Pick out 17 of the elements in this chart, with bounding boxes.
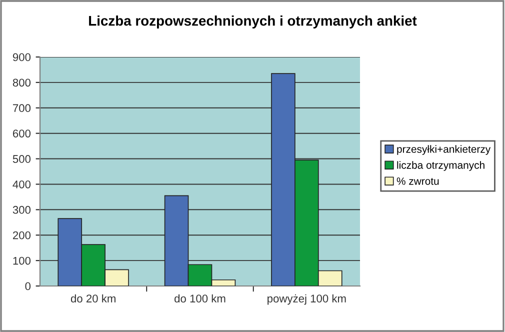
y-tick-label: 0 [25,282,31,290]
y-tick-label: 800 [12,78,31,87]
chart-title: Liczba rozpowszechnionych i otrzymanych ankiet [89,16,417,28]
x-tick-label: powyżej 100 km [268,294,346,305]
y-tick-label: 500 [12,155,31,163]
x-tick-label: do 100 km [174,294,226,302]
y-tick-label: 600 [13,130,31,138]
y-tick-label: 400 [12,180,31,188]
x-tick-label: do 20 km [70,294,116,302]
legend-label: liczba otrzymanych [397,161,484,171]
y-tick-label: 300 [12,206,31,214]
y-tick-label: 100 [13,256,31,265]
y-tick-label: 900 [12,53,31,62]
legend-label: % zwrotu [396,178,439,185]
y-tick-label: 700 [13,104,31,112]
legend-label: przesyłki+ankieterzy [397,145,491,155]
y-tick-label: 200 [12,231,31,240]
